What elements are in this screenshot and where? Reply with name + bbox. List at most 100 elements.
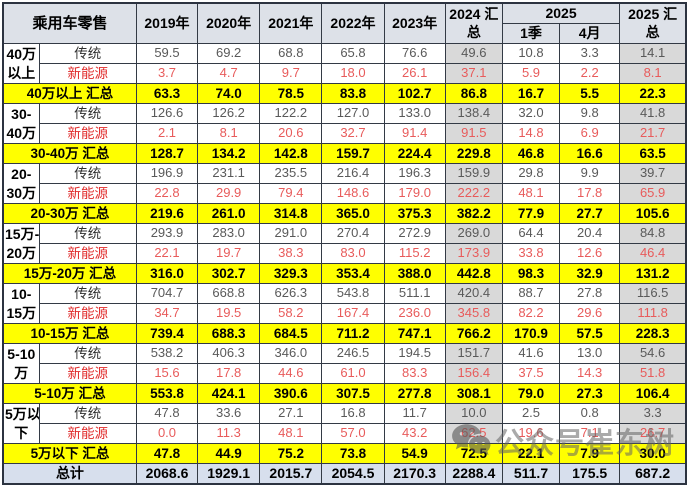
data-cell: 511.1 xyxy=(383,283,446,304)
data-cell: 58.2 xyxy=(259,303,323,324)
summary-cell: 54.9 xyxy=(383,443,446,464)
header-row-1: 乘用车零售 2019年 2020年 2021年 2022年 2023年 2024… xyxy=(2,2,687,44)
data-cell: 9.9 xyxy=(559,163,621,184)
data-cell: 151.7 xyxy=(444,343,503,364)
data-cell: 48.1 xyxy=(259,423,323,444)
data-cell: 283.0 xyxy=(197,223,261,244)
data-cell: 133.0 xyxy=(383,103,446,124)
segment-label-line: 下 xyxy=(14,424,29,441)
segment-label-line: 万 xyxy=(14,364,29,381)
segment-summary-row: 5-10万 汇总 553.8 424.1 390.6 307.5 277.8 308.1 79… xyxy=(2,383,687,404)
segment-traditional-row: 5-10 万传统 538.2 406.3 346.0 246.5 194.5 151.7 41.… xyxy=(2,343,687,384)
summary-cell: 106.4 xyxy=(619,383,687,404)
data-cell: 41.8 xyxy=(619,103,687,124)
data-cell: 2.1 xyxy=(135,123,199,144)
data-cell: 27.8 xyxy=(559,283,621,304)
data-cell: 126.6 xyxy=(135,103,199,124)
data-cell: 68.8 xyxy=(259,43,323,64)
data-cell: 8.1 xyxy=(197,123,261,144)
segment-label: 5万以下 xyxy=(2,403,40,444)
total-cell: 2170.3 xyxy=(383,463,446,485)
data-cell: 44.6 xyxy=(259,363,323,384)
summary-cell: 46.8 xyxy=(501,143,561,164)
summary-cell: 74.0 xyxy=(197,83,261,104)
col-header-2025-q1: 1季 xyxy=(501,23,561,44)
data-cell: 111.8 xyxy=(619,303,687,324)
segment-nev-row: 新能源 22.1 19.7 38.3 83.0 115.2 173.9 33.8 12.6 46.… xyxy=(3,243,687,264)
summary-cell: 375.3 xyxy=(383,203,446,224)
summary-cell: 131.2 xyxy=(619,263,687,284)
segment-summary-row: 30-40万 汇总 128.7 134.2 142.8 159.7 224.4 229.8 4… xyxy=(2,143,687,164)
data-cell: 2.5 xyxy=(501,403,561,424)
segment-nev-row: 新能源 0.0 11.3 48.1 57.0 43.2 62.5 19.6 7.1 26.7 xyxy=(3,423,687,444)
segment-traditional-row: 10- 15万 传统 704.7 668.8 626.3 543.8 511.1 420.4 88… xyxy=(2,283,687,324)
summary-cell: 316.0 xyxy=(135,263,199,284)
data-cell: 5.9 xyxy=(501,63,561,84)
summary-cell: 22.3 xyxy=(619,83,687,104)
summary-cell: 261.0 xyxy=(197,203,261,224)
data-cell: 7.1 xyxy=(559,423,621,444)
summary-cell: 314.8 xyxy=(259,203,323,224)
data-cell: 231.1 xyxy=(197,163,261,184)
row-type-label: 传统 xyxy=(38,343,137,364)
summary-label: 10-15万 汇总 xyxy=(2,323,137,344)
header-row-2: 1季 4月 xyxy=(3,23,686,44)
data-cell: 91.5 xyxy=(444,123,503,144)
segment-label: 30- 40万 xyxy=(2,103,40,144)
data-cell: 26.7 xyxy=(619,423,687,444)
row-type-label: 传统 xyxy=(38,223,137,244)
summary-cell: 47.8 xyxy=(135,443,199,464)
data-cell: 22.1 xyxy=(135,243,199,264)
data-cell: 57.0 xyxy=(321,423,385,444)
col-header-2019: 2019年 xyxy=(135,2,199,44)
data-cell: 2.2 xyxy=(559,63,621,84)
total-cell: 687.2 xyxy=(619,463,687,485)
segment-label-line: 40万 xyxy=(6,124,37,141)
data-cell: 196.9 xyxy=(135,163,199,184)
col-header-2025-total: 2025 汇总 xyxy=(619,2,687,44)
data-cell: 148.6 xyxy=(321,183,385,204)
summary-cell: 27.3 xyxy=(559,383,621,404)
data-cell: 4.7 xyxy=(197,63,261,84)
segment-traditional-row: 40万 以上 传统 59.5 69.2 68.8 65.8 76.6 49.6 10.8 3.3 14… xyxy=(2,43,687,84)
summary-cell: 44.9 xyxy=(197,443,261,464)
summary-cell: 77.9 xyxy=(501,203,561,224)
summary-cell: 329.3 xyxy=(259,263,323,284)
col-header-2023: 2023年 xyxy=(383,2,446,44)
data-cell: 543.8 xyxy=(321,283,385,304)
total-cell: 2288.4 xyxy=(444,463,503,485)
summary-label: 30-40万 汇总 xyxy=(2,143,137,164)
data-cell: 20.4 xyxy=(559,223,621,244)
data-cell: 33.8 xyxy=(501,243,561,264)
data-cell: 29.8 xyxy=(501,163,561,184)
data-cell: 9.8 xyxy=(559,103,621,124)
row-type-label: 新能源 xyxy=(38,303,137,324)
segment-label: 10- 15万 xyxy=(2,283,40,324)
data-cell: 159.9 xyxy=(444,163,503,184)
total-row: 总计 2068.6 1929.1 2015.7 2054.5 2170.3 2288.4 51… xyxy=(2,463,687,485)
data-cell: 346.0 xyxy=(259,343,323,364)
summary-cell: 142.8 xyxy=(259,143,323,164)
data-cell: 41.6 xyxy=(501,343,561,364)
col-header-2025-group: 2025 xyxy=(501,2,621,24)
data-cell: 14.3 xyxy=(559,363,621,384)
row-type-label: 新能源 xyxy=(38,363,137,384)
data-cell: 11.7 xyxy=(383,403,446,424)
summary-cell: 73.8 xyxy=(321,443,385,464)
data-cell: 3.7 xyxy=(135,63,199,84)
data-cell: 91.4 xyxy=(383,123,446,144)
summary-cell: 442.8 xyxy=(444,263,503,284)
summary-label: 20-30万 汇总 xyxy=(2,203,137,224)
data-cell: 14.1 xyxy=(619,43,687,64)
summary-cell: 16.7 xyxy=(501,83,561,104)
data-cell: 27.1 xyxy=(259,403,323,424)
summary-cell: 553.8 xyxy=(135,383,199,404)
data-cell: 14.8 xyxy=(501,123,561,144)
data-cell: 115.2 xyxy=(383,243,446,264)
data-cell: 37.1 xyxy=(444,63,503,84)
col-header-2024-total: 2024 汇总 xyxy=(444,2,503,44)
data-cell: 47.8 xyxy=(135,403,199,424)
data-cell: 13.0 xyxy=(559,343,621,364)
segment-label-line: 15万 xyxy=(6,304,37,321)
data-cell: 38.3 xyxy=(259,243,323,264)
